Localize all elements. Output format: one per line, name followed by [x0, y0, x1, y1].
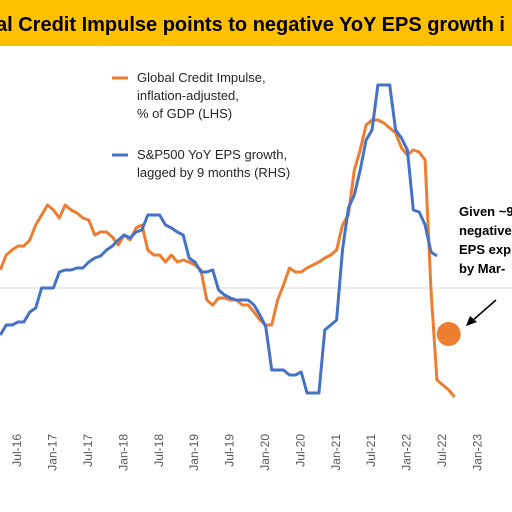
x-tick-label: Jan-22: [400, 434, 414, 471]
x-tick-label: Jan-21: [329, 434, 343, 471]
title-banner: [0, 0, 512, 46]
annotation-text: Given ~9: [459, 204, 512, 219]
x-tick-label: Jul-22: [435, 434, 449, 467]
annotation-text: EPS exp: [459, 242, 511, 257]
x-tick-label: Jul-19: [223, 434, 237, 467]
annotation-arrow: [471, 299, 497, 322]
annotation-text: negative: [459, 223, 512, 238]
x-tick-label: Jan-17: [46, 434, 60, 471]
legend-label: S&P500 YoY EPS growth,: [137, 147, 287, 162]
x-tick-label: Jul-21: [364, 434, 378, 467]
arrow-head: [466, 316, 477, 326]
annotation-text: by Mar-: [459, 261, 505, 276]
forecast-point: [436, 322, 461, 346]
x-tick-label: Jan-18: [116, 434, 130, 471]
x-tick-label: Jul-17: [81, 434, 95, 467]
x-tick-label: Jul-18: [152, 434, 166, 467]
legend-label: lagged by 9 months (RHS): [137, 165, 290, 180]
x-tick-label: Jan-20: [258, 434, 272, 471]
series-line: [0, 118, 456, 398]
x-tick-label: Jan-19: [187, 434, 201, 471]
x-tick-label: Jul-20: [293, 434, 307, 467]
legend-label: inflation-adjusted,: [137, 88, 239, 103]
series-line: [0, 83, 438, 395]
legend-label: Global Credit Impulse,: [137, 70, 266, 85]
chart-title: al Credit Impulse points to negative YoY…: [0, 14, 505, 36]
x-tick-label: Jul-16: [10, 434, 24, 467]
legend-label: % of GDP (LHS): [137, 106, 232, 121]
x-tick-label: Jan-23: [470, 434, 484, 471]
